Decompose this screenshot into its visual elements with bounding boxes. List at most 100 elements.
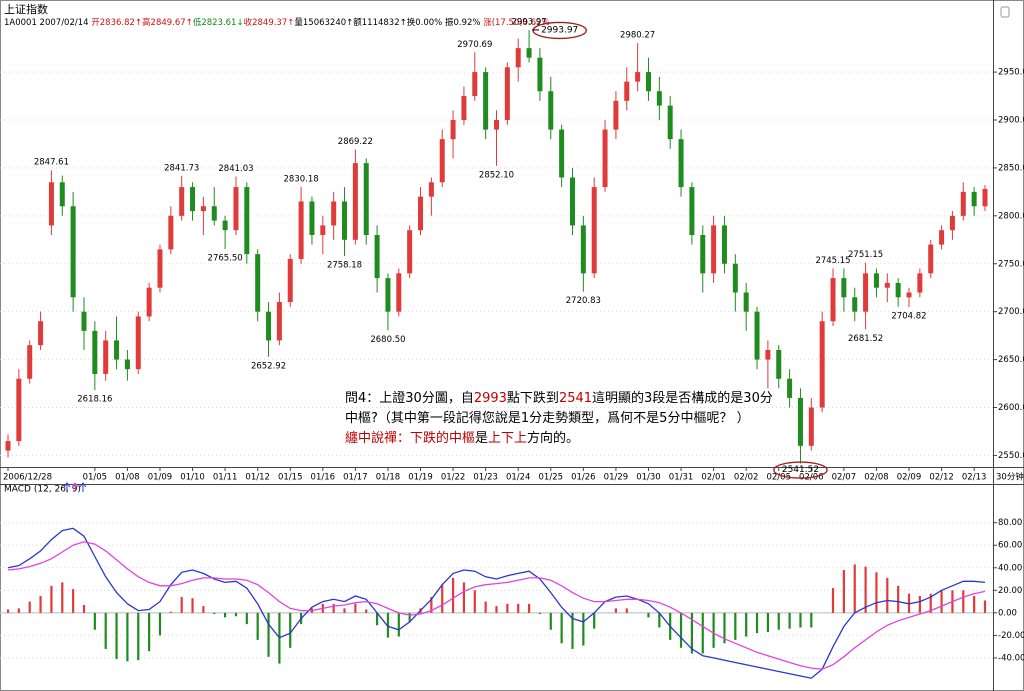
candle-body [190,187,196,212]
candle-body [396,273,402,312]
x-tick-label: 01/18 [376,473,401,483]
candle-body [38,321,44,346]
candle-body [700,235,706,274]
candle-body [971,191,977,207]
candle-body [59,182,65,207]
x-tick-label: 01/26 [571,473,596,483]
candle-body [244,187,250,255]
price-annotation: 2841.73 [164,163,199,173]
y-tick-label: 2650.00 [998,355,1024,365]
candle-body [689,187,695,235]
x-tick-label: 01/29 [604,473,629,483]
candle-body [559,129,565,178]
x-tick-label: 01/30 [636,473,661,483]
candle-body [407,230,413,274]
y-tick-label: 0.00 [998,608,1017,618]
y-tick-label: 20.00 [998,586,1022,596]
candle-body [103,340,109,374]
candle-body [949,215,955,231]
candle-body [591,187,597,274]
header-segment: 振0.92% [445,17,483,28]
candle-body [548,91,554,130]
y-tick-label: 2800.00 [998,211,1024,221]
header-segment: 开2836.82↑ [91,18,142,28]
comment-segment: 2541 [559,391,592,406]
candle-body [635,72,641,82]
header-segment: 收2849.37↑ [244,17,295,28]
candle-body [928,244,934,274]
comment-text: 問4：上證30分圖，自2993點下跌到2541這明顯的3段是否構成的是30分 [345,390,773,406]
comment-segment: 方向的。 [527,430,579,446]
candle-body [776,350,782,379]
candle-body [895,282,901,298]
candle-body [298,201,304,259]
candle-body [342,201,348,240]
header-segment: 高2849.67↑ [142,17,193,28]
candle-body [266,311,272,341]
y-tick-label: 2850.00 [998,163,1024,173]
candle-body [645,72,651,92]
x-tick-label: 01/24 [506,473,531,483]
price-annotation: 2869.22 [338,137,373,147]
price-annotation: 2704.82 [891,312,926,322]
price-annotation: 2993.97 [541,25,578,35]
indicator-title: MACD (12, 26, 9) [4,485,81,495]
comment-segment: 上下上 [488,431,527,446]
quote-header: 1A0001 2007/02/14 开2836.82↑高2849.67↑低282… [4,17,550,28]
candle-body [537,57,543,92]
price-annotation: 2852.10 [479,170,514,180]
candle-body [287,258,293,303]
candle-body [48,182,54,226]
x-tick-label: 01/05 [83,473,108,483]
x-tick-label: 2006/12/28 [3,473,52,483]
candle-body [906,292,912,298]
candle-body [114,340,120,360]
candle-body [613,100,619,130]
candle-body [222,220,228,231]
candle-body [81,311,87,331]
x-tick-label: 01/16 [311,473,336,483]
candle-body [146,287,152,317]
candle-body [656,91,662,106]
price-annotation: 2847.61 [34,158,69,168]
candle-body [797,397,803,446]
price-annotation: 2541.52 [782,465,819,475]
candle-body [743,292,749,312]
price-annotation: 2765.50 [208,253,243,263]
x-tick-label: 01/22 [441,473,466,483]
annotation-circle [773,461,828,479]
x-tick-label: 01/11 [213,473,238,483]
x-tick-label: 01/15 [278,473,303,483]
y-tick-label: -40.00 [998,653,1024,663]
x-tick-label: 01/08 [115,473,140,483]
chart-title: 上证指数 [4,2,48,16]
x-tick-label: 02/08 [864,473,889,483]
price-annotation: 2830.18 [284,174,319,184]
y-tick-label: -20.00 [998,631,1024,641]
x-tick-label: 02/09 [897,473,922,483]
x-tick-label: 02/13 [962,473,987,483]
y-tick-label: 2750.00 [998,259,1024,269]
candle-body [450,120,456,140]
candle-body [765,350,771,360]
x-tick-label: 01/31 [669,473,694,483]
signal-arrows [63,482,87,492]
candle-body [494,120,499,130]
candle-body [16,378,22,442]
candle-body [863,273,869,312]
candle-body [331,201,337,226]
candle-body [852,297,858,312]
x-tick-label: 01/19 [408,473,433,483]
x-tick-label: 01/25 [539,473,564,483]
candle-body [309,201,315,235]
comment-text: 纏中說禪：下跌的中樞是上下上方向的。 [345,430,579,446]
candle-body [504,67,510,120]
candle-body [808,407,814,446]
comment-segment: 纏中說禪：下跌的中樞 [345,430,475,446]
price-annotation: 2970.69 [457,40,492,50]
candle-body [515,48,521,68]
candle-body [884,282,890,288]
x-tick-label: 02/12 [929,473,954,483]
candle-body [602,129,608,188]
